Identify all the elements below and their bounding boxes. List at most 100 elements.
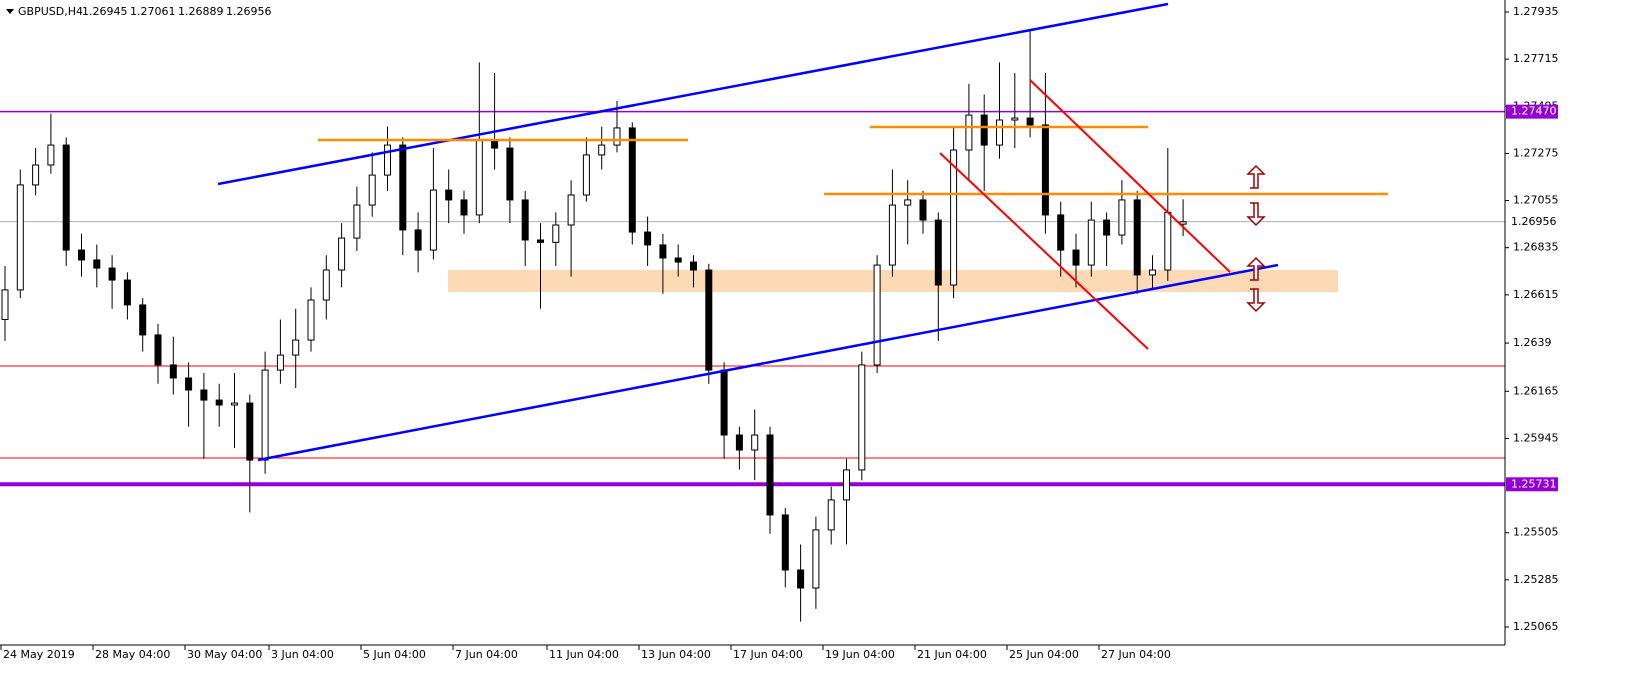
y-tick-label: 1.25945 — [1513, 431, 1559, 444]
candle-body — [720, 369, 728, 436]
level-label-bg — [1506, 104, 1558, 119]
arrow-down — [1246, 202, 1266, 227]
candle-body — [123, 279, 131, 306]
candle-body — [690, 261, 697, 271]
support-zone — [448, 270, 1338, 292]
candle-body — [582, 154, 590, 196]
x-tick-label: 3 Jun 04:00 — [271, 648, 334, 661]
candle-body — [843, 469, 850, 501]
menu-triangle — [6, 9, 14, 14]
candle-body — [1011, 117, 1019, 121]
candle-body — [797, 569, 805, 589]
level-label-bg — [1506, 477, 1558, 492]
y-tick-label: 1.26615 — [1513, 288, 1559, 301]
candle-body — [506, 147, 514, 201]
trend-line — [217, 2, 1169, 186]
candle-body — [1026, 117, 1034, 126]
candle-body — [62, 144, 70, 251]
y-tick-label: 1.2639 — [1513, 336, 1552, 349]
candle-body — [644, 231, 652, 246]
y-tick-label: 1.25065 — [1513, 620, 1559, 633]
arrow-down — [1246, 288, 1266, 313]
candle-body — [965, 114, 973, 151]
candle-body — [32, 164, 40, 186]
candle-body — [1, 289, 9, 320]
candle-body — [858, 364, 866, 471]
candle-body — [827, 499, 835, 531]
candle-body — [1057, 214, 1065, 251]
candle-body — [139, 304, 147, 336]
candle-body — [185, 377, 193, 391]
candle-body — [904, 199, 912, 206]
candle-body — [1072, 249, 1080, 266]
candle-body — [628, 127, 636, 233]
candle-body — [200, 389, 208, 401]
candle-body — [292, 339, 300, 356]
candle-body — [108, 267, 116, 281]
x-tick-label: 19 Jun 04:00 — [825, 648, 895, 661]
arrow-up — [1246, 164, 1266, 189]
candle-body — [781, 514, 789, 571]
channel-line — [939, 152, 1149, 350]
candle-body — [873, 264, 881, 366]
candle-body — [1133, 199, 1141, 276]
x-tick-label: 25 Jun 04:00 — [1009, 648, 1079, 661]
symbol: GBPUSD,H4 — [18, 5, 83, 18]
x-tick-label: 21 Jun 04:00 — [917, 648, 987, 661]
candle-body — [980, 114, 988, 146]
candle-body — [384, 144, 391, 176]
current-price-label: 1.26956 — [1511, 215, 1557, 228]
candle-body — [93, 259, 101, 269]
candle-body — [659, 244, 667, 259]
y-tick-label: 1.27935 — [1513, 5, 1559, 18]
candle-body — [246, 402, 254, 461]
candle-body — [888, 204, 896, 266]
candle-body — [598, 144, 606, 156]
y-tick-label: 1.26835 — [1513, 241, 1559, 254]
x-tick-label: 13 Jun 04:00 — [641, 648, 711, 661]
drawings — [217, 2, 1388, 462]
candle-body — [537, 239, 544, 243]
candle-body — [751, 434, 759, 451]
candle-body — [950, 149, 958, 286]
header-value: 1.26945 — [82, 5, 128, 18]
y-tick-label: 1.27275 — [1513, 146, 1559, 159]
x-tick-label: 30 May 04:00 — [187, 648, 262, 661]
arrow-up — [1246, 256, 1266, 281]
candle-body — [674, 257, 682, 263]
candle-body — [16, 184, 24, 291]
header-value: 1.26956 — [226, 5, 272, 18]
x-tick-label: 11 Jun 04:00 — [549, 648, 619, 661]
header-value: 1.27061 — [130, 5, 176, 18]
candle-body — [276, 354, 284, 371]
y-tick-label: 1.27055 — [1513, 194, 1559, 207]
y-tick-label: 1.25285 — [1513, 573, 1559, 586]
header-value: 1.26889 — [178, 5, 224, 18]
candle-body — [338, 237, 346, 271]
channel-line — [1029, 79, 1231, 273]
x-tick-label: 28 May 04:00 — [95, 648, 170, 661]
candle-body — [613, 127, 621, 146]
candle-body — [445, 189, 453, 201]
x-tick-label: 27 Jun 04:00 — [1101, 648, 1171, 661]
candle-body — [307, 299, 315, 341]
x-tick-label: 24 May 2019 — [3, 648, 75, 661]
candle-body — [934, 219, 942, 286]
candle-body — [919, 199, 927, 221]
plot-area — [0, 30, 1505, 622]
x-tick-label: 5 Jun 04:00 — [363, 648, 426, 661]
candle-body — [1103, 219, 1111, 236]
candle-body — [521, 199, 529, 241]
x-tick-label: 7 Jun 04:00 — [455, 648, 518, 661]
candle-body — [996, 119, 1003, 146]
candle-body — [567, 194, 575, 226]
candle-body — [261, 369, 269, 461]
candle-body — [766, 434, 774, 516]
level-label: 1.27470 — [1511, 105, 1557, 118]
y-tick-label: 1.26165 — [1513, 384, 1559, 397]
y-tick-label: 1.27715 — [1513, 52, 1559, 65]
candle-body — [414, 229, 422, 251]
candle-body — [460, 199, 468, 216]
candle-body — [1118, 199, 1126, 236]
